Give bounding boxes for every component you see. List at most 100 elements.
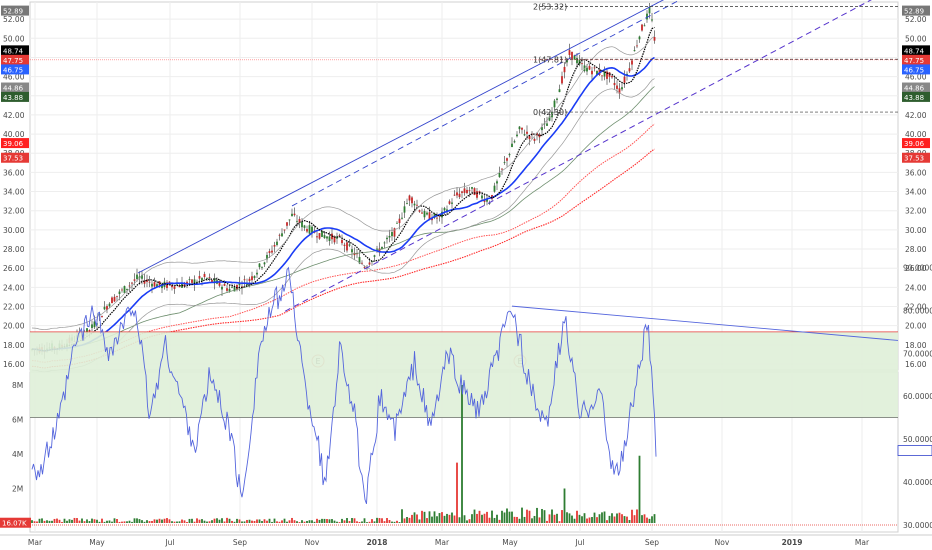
volume-bar <box>416 514 418 523</box>
volume-bar <box>223 521 226 523</box>
candle-body <box>206 278 208 279</box>
x-tick-label: May <box>502 538 518 547</box>
volume-bars <box>31 385 656 523</box>
volume-bar <box>176 521 178 523</box>
candle-body <box>638 36 641 40</box>
candle-body <box>148 281 151 283</box>
volume-bar <box>516 516 518 523</box>
volume-bar <box>361 521 363 523</box>
volume-bar <box>58 519 61 523</box>
band-upper <box>31 36 655 331</box>
candle-body <box>468 189 471 191</box>
candle-body <box>368 262 371 265</box>
volume-bar <box>533 515 536 523</box>
volume-bar <box>521 507 523 523</box>
volume-bar <box>448 514 451 523</box>
candle-body <box>203 273 206 278</box>
candle-body <box>406 203 408 204</box>
volume-bar <box>106 520 108 523</box>
volume-bar <box>303 521 306 523</box>
volume-bar <box>496 514 498 523</box>
volume-bar <box>253 520 256 523</box>
candle-body <box>296 220 298 222</box>
volume-bar <box>598 514 601 523</box>
candle-body <box>653 36 656 41</box>
volume-bar <box>461 385 463 523</box>
volume-bar <box>566 512 568 523</box>
volume-bar <box>553 514 556 523</box>
candle-body <box>401 217 403 219</box>
candle-body <box>91 324 93 328</box>
volume-bar <box>38 518 41 523</box>
candle-body <box>596 70 598 75</box>
volume-bar <box>116 519 118 523</box>
candle-body <box>293 213 296 216</box>
price-pane <box>29 1 899 371</box>
volume-tick-label: 4M <box>12 450 23 459</box>
candle-body <box>548 116 551 121</box>
candle-body <box>113 296 116 302</box>
price-tag-right-text: 37.53 <box>904 155 924 163</box>
ma-line-green <box>31 86 655 352</box>
candle-body <box>136 274 138 279</box>
volume-bar <box>256 519 258 523</box>
volume-bar <box>198 519 201 523</box>
price-tick-label: 46.00 <box>905 73 927 82</box>
volume-bar <box>276 521 278 523</box>
volume-bar <box>118 521 121 523</box>
price-tick-label: 52.00 <box>905 15 927 24</box>
volume-bar <box>643 514 646 523</box>
price-tag-right-text: 48.74 <box>904 47 925 55</box>
price-tick-label: 20.00 <box>905 322 927 331</box>
candle-body <box>298 218 301 223</box>
price-tag-left: 48.74 <box>1 45 29 56</box>
volume-bar <box>53 518 56 523</box>
volume-bar <box>318 519 321 523</box>
candle-body <box>218 281 221 286</box>
volume-bar <box>88 521 91 523</box>
candle-body <box>143 280 146 284</box>
volume-bar <box>433 511 436 523</box>
price-tag-left: 46.75 <box>1 64 29 75</box>
candle-body <box>103 306 106 310</box>
price-tag-left-bg <box>1 64 29 75</box>
volume-bar <box>531 518 533 523</box>
volume-bar <box>418 519 421 523</box>
price-tick-label: 26.00 <box>905 264 927 273</box>
volume-bar <box>78 520 81 523</box>
x-tick-label: 2019 <box>782 538 803 547</box>
volume-bar <box>98 521 101 523</box>
volume-bar <box>648 518 651 523</box>
candle-body <box>488 203 491 204</box>
volume-bar <box>331 519 333 523</box>
candle-body <box>603 71 606 77</box>
candle-body <box>426 212 428 215</box>
oscillator-tick-label: 60.0000 <box>903 392 932 401</box>
candle-body <box>556 98 558 100</box>
price-tag-right-bg <box>902 138 930 149</box>
volume-bar <box>631 509 633 523</box>
volume-bar <box>373 521 376 523</box>
volume-bar <box>103 521 106 523</box>
volume-bar <box>218 519 221 523</box>
candle-body <box>213 278 216 284</box>
candle-body <box>196 281 198 283</box>
volume-bar <box>178 521 181 523</box>
candle-body <box>146 279 148 282</box>
volume-bar <box>233 521 236 523</box>
candle-body <box>276 241 278 246</box>
volume-bar <box>476 513 478 523</box>
volume-bar <box>628 519 631 523</box>
volume-bar <box>568 513 571 523</box>
volume-bar <box>613 516 616 523</box>
volume-bar <box>493 517 496 523</box>
candle-body <box>133 279 136 281</box>
volume-bar <box>258 519 261 523</box>
oscillator-tick-label: 30.0000 <box>903 521 932 530</box>
candle-body <box>156 284 158 287</box>
volume-bar <box>411 514 413 523</box>
candle-body <box>263 262 266 265</box>
candle-body <box>191 279 193 283</box>
candle-body <box>576 58 578 64</box>
